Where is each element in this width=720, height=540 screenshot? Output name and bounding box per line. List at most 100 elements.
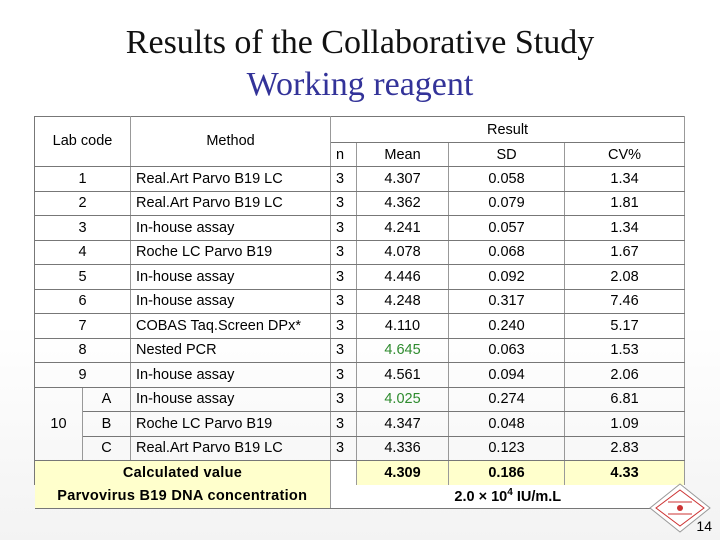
lab-cell: 10 — [34, 387, 83, 461]
cv-cell: 1.34 — [564, 166, 686, 192]
cv-cell: 2.06 — [564, 362, 686, 388]
header-row-1: Lab code Method Result — [33, 116, 686, 167]
mean-cell-highlight: 4.025 — [356, 387, 450, 412]
lab-cell: 1 — [33, 166, 132, 192]
table-row: 8 Nested PCR 3 4.645 0.063 1.53 — [33, 338, 686, 363]
calculated-n-blank — [330, 460, 358, 485]
n-cell: 3 — [330, 338, 358, 363]
title-line-2: Working reagent — [246, 66, 474, 103]
header-cv: CV% — [564, 142, 686, 167]
lab-cell: 8 — [33, 338, 132, 363]
mean-cell: 4.241 — [356, 215, 450, 241]
sub-lab-cell: A — [82, 387, 132, 412]
mean-cell: 4.307 — [356, 166, 450, 192]
cv-cell: 1.09 — [564, 411, 686, 437]
n-cell: 3 — [330, 166, 358, 192]
table-row: 10 A In-house assay 3 4.025 0.274 6.81 — [34, 387, 686, 461]
header-sd: SD — [448, 142, 566, 167]
method-cell: In-house assay — [130, 387, 332, 412]
lab-cell: 2 — [33, 191, 132, 216]
n-cell: 3 — [330, 362, 358, 388]
concentration-unit: IU/m.L — [512, 489, 562, 506]
table-row: 4 Roche LC Parvo B19 3 4.078 0.068 1.67 — [33, 240, 686, 265]
mean-cell-highlight: 4.645 — [356, 338, 450, 363]
sd-cell: 0.240 — [448, 313, 566, 339]
sd-cell: 0.274 — [448, 387, 566, 412]
mean-cell: 4.248 — [356, 289, 450, 314]
table-row: 3 In-house assay 3 4.241 0.057 1.34 — [33, 215, 686, 241]
n-cell: 3 — [330, 240, 358, 265]
table-row: 2 Real.Art Parvo B19 LC 3 4.362 0.079 1.… — [33, 191, 686, 216]
cv-cell: 5.17 — [564, 313, 686, 339]
lab-cell: 7 — [33, 313, 132, 339]
n-cell: 3 — [330, 436, 358, 461]
lab-cell: 6 — [33, 289, 132, 314]
sd-cell: 0.123 — [448, 436, 566, 461]
table-row: B Roche LC Parvo B19 3 4.347 0.048 1.09 — [35, 411, 686, 437]
n-cell: 3 — [330, 264, 358, 290]
concentration-value: 2.0 × 104 IU/m.L — [330, 484, 685, 509]
lab-cell: 5 — [33, 264, 132, 290]
mean-cell: 4.362 — [356, 191, 450, 216]
cv-cell: 7.46 — [564, 289, 686, 314]
mean-cell: 4.347 — [356, 411, 450, 437]
calculated-value-row: Calculated value 4.309 0.186 4.33 — [33, 460, 686, 485]
sd-cell: 0.079 — [448, 191, 566, 216]
n-cell: 3 — [330, 289, 358, 314]
mean-cell: 4.078 — [356, 240, 450, 265]
header-result: Result — [330, 116, 686, 143]
table-row: 9 In-house assay 3 4.561 0.094 2.06 — [33, 362, 686, 388]
method-cell: Nested PCR — [130, 338, 332, 363]
sd-cell: 0.094 — [448, 362, 566, 388]
sub-lab-cell: C — [82, 436, 132, 461]
concentration-label: Parvovirus B19 DNA concentration — [34, 484, 332, 509]
sub-lab-cell: B — [82, 411, 132, 437]
concentration-row: Parvovirus B19 DNA concentration 2.0 × 1… — [34, 484, 685, 509]
mean-cell: 4.446 — [356, 264, 450, 290]
method-cell: In-house assay — [130, 289, 332, 314]
results-table: Lab code Method Result n Mean SD CV% 1 R… — [33, 116, 686, 509]
sd-cell: 0.063 — [448, 338, 566, 363]
calculated-cv: 4.33 — [564, 460, 686, 485]
calculated-value-label: Calculated value — [33, 460, 332, 485]
table-row: 7 COBAS Taq.Screen DPx* 3 4.110 0.240 5.… — [33, 313, 686, 339]
cv-cell: 6.81 — [564, 387, 686, 412]
n-cell: 3 — [330, 215, 358, 241]
n-cell: 3 — [330, 411, 358, 437]
sd-cell: 0.058 — [448, 166, 566, 192]
mean-cell: 4.561 — [356, 362, 450, 388]
title-line-1: Results of the Collaborative Study — [125, 24, 595, 61]
concentration-exponent: 4 — [507, 487, 513, 499]
method-cell: In-house assay — [130, 215, 332, 241]
method-cell: Real.Art Parvo B19 LC — [130, 436, 332, 461]
method-cell: Real.Art Parvo B19 LC — [130, 166, 332, 192]
calculated-mean: 4.309 — [356, 460, 450, 485]
table-row: C Real.Art Parvo B19 LC 3 4.336 0.123 2.… — [35, 436, 686, 461]
header-method: Method — [130, 116, 332, 167]
calculated-sd: 0.186 — [448, 460, 566, 485]
cv-cell: 2.08 — [564, 264, 686, 290]
lab-cell: 3 — [33, 215, 132, 241]
mean-cell: 4.336 — [356, 436, 450, 461]
cv-cell: 1.53 — [564, 338, 686, 363]
header-row-2: n Mean SD CV% — [35, 142, 686, 167]
n-cell: 3 — [330, 387, 358, 412]
n-cell: 3 — [330, 313, 358, 339]
method-cell: Roche LC Parvo B19 — [130, 240, 332, 265]
slide-title: Results of the Collaborative Study Worki… — [0, 22, 720, 106]
sd-cell: 0.317 — [448, 289, 566, 314]
header-mean: Mean — [356, 142, 450, 167]
sd-cell: 0.068 — [448, 240, 566, 265]
sd-cell: 0.092 — [448, 264, 566, 290]
lab-cell: 4 — [33, 240, 132, 265]
method-cell: In-house assay — [130, 362, 332, 388]
method-cell: Real.Art Parvo B19 LC — [130, 191, 332, 216]
table-row: 6 In-house assay 3 4.248 0.317 7.46 — [33, 289, 686, 314]
sd-cell: 0.048 — [448, 411, 566, 437]
cv-cell: 2.83 — [564, 436, 686, 461]
method-cell: COBAS Taq.Screen DPx* — [130, 313, 332, 339]
institution-logo-icon — [649, 483, 711, 533]
header-n: n — [330, 142, 358, 167]
cv-cell: 1.67 — [564, 240, 686, 265]
cv-cell: 1.34 — [564, 215, 686, 241]
